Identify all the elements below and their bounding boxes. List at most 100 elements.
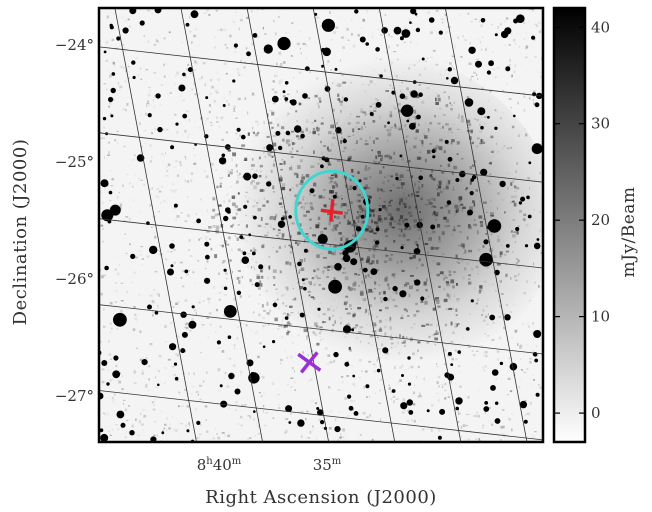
noise-speck — [371, 438, 374, 442]
point-source — [149, 245, 158, 255]
noise-speck — [503, 435, 505, 438]
noise-speck — [540, 439, 542, 441]
noise-speck — [129, 218, 131, 221]
noise-speck — [191, 88, 194, 91]
point-source — [242, 251, 247, 256]
noise-speck — [525, 45, 529, 49]
noise-speck — [126, 390, 129, 392]
noise-speck — [262, 392, 266, 395]
noise-speck — [214, 36, 217, 38]
point-source — [297, 261, 302, 267]
point-source — [294, 125, 302, 133]
point-source — [483, 406, 490, 412]
point-source — [376, 368, 381, 373]
noise-speck — [204, 122, 206, 126]
point-source — [416, 114, 421, 120]
noise-speck — [249, 437, 252, 439]
noise-speck — [102, 228, 104, 230]
colorbar-tick-label: 0 — [591, 404, 601, 422]
noise-speck — [168, 31, 171, 34]
noise-speck — [163, 63, 165, 67]
noise-speck — [122, 43, 125, 46]
noise-speck — [185, 322, 189, 325]
noise-speck — [503, 20, 507, 23]
marker-stroke — [299, 351, 319, 374]
noise-speck — [176, 71, 179, 75]
noise-speck — [171, 366, 175, 368]
red-cross-marker — [320, 199, 344, 222]
noise-speck — [99, 137, 103, 140]
noise-speck — [240, 373, 242, 376]
noise-speck — [121, 15, 125, 19]
x-axis-title: Right Ascension (J2000) — [205, 487, 437, 508]
noise-speck — [149, 204, 152, 207]
point-source — [191, 305, 195, 309]
noise-speck — [294, 389, 296, 391]
point-source — [225, 207, 231, 213]
noise-speck — [459, 370, 461, 373]
noise-speck — [185, 157, 187, 160]
noise-speck — [133, 173, 137, 176]
point-source — [415, 27, 421, 33]
point-source — [139, 20, 145, 26]
point-source — [275, 130, 281, 136]
point-source — [297, 419, 305, 427]
point-source — [494, 418, 501, 424]
noise-speck — [204, 83, 207, 87]
noise-speck — [169, 423, 171, 427]
noise-speck — [540, 75, 542, 78]
noise-speck — [450, 381, 452, 384]
noise-speck — [176, 131, 179, 134]
noise-speck — [246, 16, 249, 19]
point-source — [515, 226, 520, 232]
noise-speck — [125, 79, 127, 83]
noise-speck — [106, 15, 109, 19]
noise-speck — [138, 250, 142, 252]
noise-speck — [125, 252, 128, 254]
point-source — [271, 95, 279, 103]
noise-speck — [400, 30, 403, 32]
point-source — [284, 81, 289, 85]
noise-speck — [350, 399, 353, 403]
point-source — [317, 409, 324, 416]
point-source — [489, 314, 496, 321]
noise-speck — [306, 44, 307, 47]
noise-speck — [339, 433, 342, 435]
noise-speck — [163, 75, 166, 78]
noise-speck — [251, 42, 255, 46]
colorbar-tick-label: 20 — [591, 211, 610, 229]
point-source — [406, 399, 413, 406]
noise-speck — [351, 33, 353, 36]
noise-speck — [141, 264, 143, 266]
noise-speck — [300, 52, 302, 55]
noise-speck — [180, 164, 182, 166]
noise-speck — [103, 325, 106, 328]
noise-speck — [109, 127, 112, 129]
noise-speck — [482, 366, 484, 369]
noise-speck — [103, 412, 105, 414]
point-source — [332, 194, 337, 199]
noise-speck — [387, 389, 390, 391]
noise-speck — [466, 424, 468, 427]
noise-speck — [517, 92, 520, 94]
noise-speck — [237, 417, 240, 420]
point-source — [490, 385, 496, 391]
noise-speck — [496, 67, 500, 70]
noise-speck — [217, 29, 220, 31]
noise-speck — [103, 83, 106, 85]
noise-speck — [121, 375, 123, 377]
noise-speck — [146, 104, 148, 107]
point-source — [317, 307, 321, 311]
noise-speck — [158, 211, 161, 213]
y-tick-label: −27° — [55, 387, 94, 405]
noise-speck — [175, 428, 179, 431]
noise-speck — [257, 36, 259, 38]
noise-speck — [538, 21, 541, 25]
noise-speck — [184, 299, 188, 302]
noise-speck — [168, 427, 171, 430]
point-source — [352, 186, 357, 191]
point-source — [167, 268, 174, 276]
noise-speck — [508, 43, 511, 46]
noise-speck — [111, 399, 114, 403]
point-source — [457, 350, 462, 354]
